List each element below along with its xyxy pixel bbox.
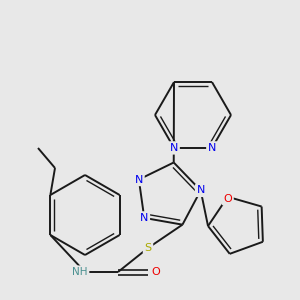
Text: NH: NH: [72, 267, 88, 277]
Text: O: O: [224, 194, 232, 204]
Text: N: N: [196, 185, 205, 195]
Text: N: N: [135, 175, 143, 184]
Text: N: N: [170, 143, 178, 153]
Text: N: N: [140, 213, 148, 223]
Text: N: N: [208, 143, 216, 153]
Text: S: S: [144, 243, 152, 253]
Text: O: O: [152, 267, 160, 277]
